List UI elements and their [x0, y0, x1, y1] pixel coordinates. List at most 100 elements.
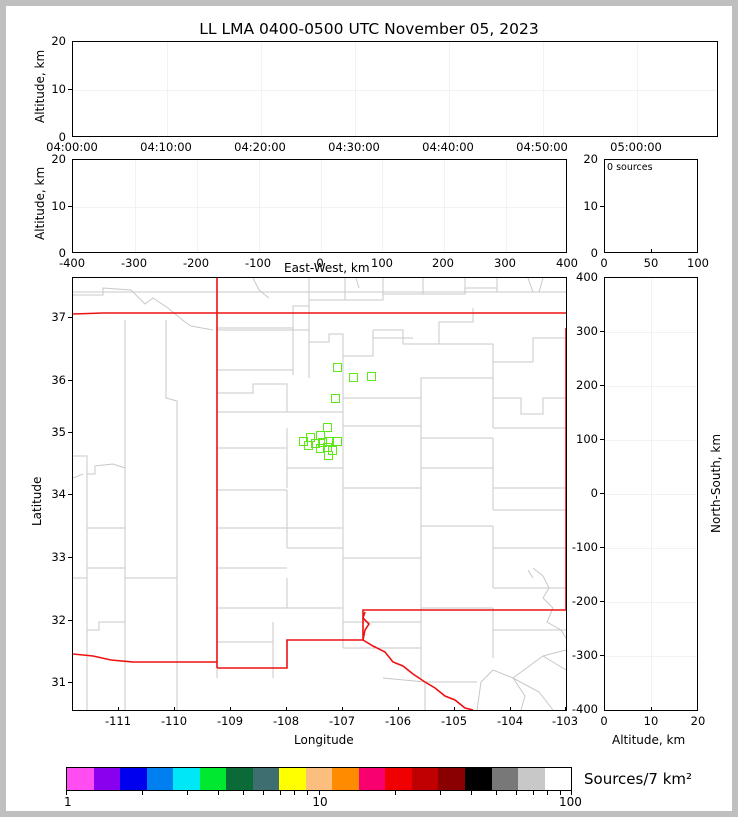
map-xtick--111: -111 — [104, 714, 132, 728]
p2-xlabel: East-West, km — [284, 261, 370, 275]
colorbar-segment — [518, 768, 545, 790]
map-xtick--103: -103 — [551, 714, 579, 728]
map-xtick--109: -109 — [216, 714, 244, 728]
colorbar-segment — [93, 768, 121, 790]
p5-xtick-20: 20 — [690, 714, 706, 728]
p1-xtick-2: 04:20:00 — [234, 140, 286, 154]
colorbar-segment — [252, 768, 280, 790]
east-west-altitude-panel[interactable] — [72, 159, 567, 253]
p5-ytick-400: 400 — [576, 270, 598, 284]
map-xtick--106: -106 — [384, 714, 412, 728]
map-ytick-31: 31 — [51, 675, 66, 689]
source-square — [332, 362, 342, 372]
p5-xlabel: Altitude, km — [612, 733, 686, 747]
p2-xtick-0: -400 — [58, 256, 86, 270]
p2-xtick-2: -200 — [182, 256, 210, 270]
colorbar-segment — [411, 768, 439, 790]
map-xtick--104: -104 — [496, 714, 524, 728]
colorbar-mid-label: 10 — [312, 795, 328, 809]
p5-xtick-10: 10 — [643, 714, 659, 728]
map-geography — [73, 278, 566, 710]
p2-ylabel: Altitude, km — [33, 166, 47, 240]
source-count-annotation: 0 sources — [607, 162, 653, 173]
p1-xtick-0: 04:00:00 — [46, 140, 98, 154]
colorbar-segment — [146, 768, 174, 790]
colorbar-segment — [464, 768, 492, 790]
source-density-colorbar[interactable] — [66, 767, 572, 791]
map-ylabel: Latitude — [30, 476, 44, 526]
colorbar-max-label: 100 — [559, 795, 582, 809]
map-xtick--108: -108 — [272, 714, 300, 728]
p1-xtick-3: 04:30:00 — [328, 140, 380, 154]
map-xtick--107: -107 — [328, 714, 356, 728]
p3-ytick-20: 20 — [583, 152, 598, 166]
colorbar-segment — [199, 768, 227, 790]
colorbar-segment — [491, 768, 519, 790]
p2-xtick-1: -300 — [120, 256, 148, 270]
map-xtick--105: -105 — [440, 714, 468, 728]
page-title: LL LMA 0400-0500 UTC November 05, 2023 — [199, 20, 539, 38]
colorbar-unit-label: Sources/7 km² — [584, 770, 693, 788]
colorbar-segment — [358, 768, 386, 790]
map-ytick-36: 36 — [51, 373, 66, 387]
p5-ytick--200: -200 — [571, 594, 598, 608]
colorbar-segment — [279, 768, 306, 790]
p1-ytick-0: 0 — [58, 130, 66, 144]
p2-xtick-6: 200 — [432, 256, 454, 270]
p2-xtick-8: 400 — [556, 256, 578, 270]
north-south-altitude-panel[interactable] — [604, 277, 698, 711]
p5-ytick--400: -400 — [571, 702, 598, 716]
figure-canvas: LL LMA 0400-0500 UTC November 05, 2023 2… — [6, 6, 732, 811]
source-square — [322, 443, 332, 452]
p3-ytick-0: 0 — [590, 246, 598, 260]
p1-xtick-4: 04:40:00 — [422, 140, 474, 154]
colorbar-segment — [385, 768, 412, 790]
p1-xtick-5: 04:50:00 — [516, 140, 568, 154]
p3-ytick-10: 10 — [583, 199, 598, 213]
source-square — [331, 394, 340, 404]
colorbar-segment — [226, 768, 253, 790]
p5-ylabel: North-South, km — [709, 433, 723, 533]
county-lines — [73, 278, 566, 710]
map-boundaries-svg — [73, 278, 566, 710]
colorbar-min-label: 1 — [64, 795, 72, 809]
p5-ytick--300: -300 — [571, 648, 598, 662]
source-square — [315, 443, 325, 453]
p2-ytick-10: 10 — [51, 199, 66, 213]
p5-ytick-100: 100 — [576, 432, 598, 446]
map-xtick--110: -110 — [160, 714, 188, 728]
map-ytick-35: 35 — [51, 425, 66, 439]
p3-xtick-0: 0 — [600, 256, 608, 270]
p5-ytick-300: 300 — [576, 324, 598, 338]
map-ytick-34: 34 — [51, 487, 66, 501]
map-ytick-33: 33 — [51, 550, 66, 564]
colorbar-segment — [173, 768, 200, 790]
source-square — [322, 423, 332, 432]
source-square — [315, 430, 325, 440]
p5-ytick-200: 200 — [576, 378, 598, 392]
p5-ytick-0: 0 — [590, 486, 598, 500]
time-altitude-panel[interactable] — [72, 41, 718, 137]
p1-ylabel: Altitude, km — [33, 49, 47, 123]
map-ytick-37: 37 — [51, 310, 66, 324]
source-square — [367, 372, 377, 382]
p3-xtick-1: 50 — [643, 256, 659, 270]
source-square — [349, 372, 358, 382]
p2-xtick-7: 300 — [494, 256, 516, 270]
map-xlabel: Longitude — [294, 733, 354, 747]
p1-ytick-10: 10 — [51, 82, 66, 96]
colorbar-segment — [438, 768, 465, 790]
altitude-histogram-panel[interactable]: 0 sources — [604, 159, 698, 253]
p2-xtick-5: 100 — [371, 256, 393, 270]
colorbar-segment — [67, 768, 94, 790]
map-panel[interactable] — [72, 277, 567, 711]
p1-xtick-6: 05:00:00 — [610, 140, 662, 154]
p3-xtick-2: 100 — [687, 256, 709, 270]
colorbar-segment — [305, 768, 333, 790]
p2-xtick-3: -100 — [244, 256, 272, 270]
p1-xtick-1: 04:10:00 — [140, 140, 192, 154]
colorbar-segment — [120, 768, 147, 790]
colorbar-segment — [544, 768, 572, 790]
state-borders — [73, 278, 566, 710]
source-square — [328, 445, 338, 455]
